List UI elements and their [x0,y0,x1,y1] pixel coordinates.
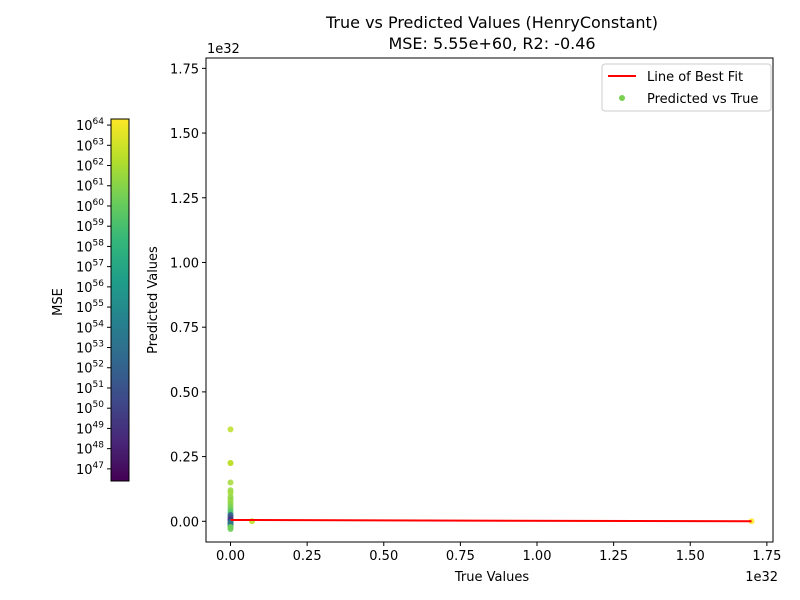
x-tick-label: 0.50 [369,549,398,564]
chart-title: True vs Predicted Values (HenryConstant) [325,13,658,32]
x-tick-label: 1.50 [676,549,705,564]
y-tick-label: 0.25 [170,451,199,466]
x-tick-label: 1.25 [599,549,628,564]
colorbar-tick-label: 1053 [76,340,104,357]
legend-point-swatch [619,95,625,101]
colorbar-tick-label: 1060 [76,198,104,215]
colorbar-fill [110,118,130,482]
scatter-point [227,479,234,486]
y-tick-label: 0.00 [170,515,199,530]
colorbar-tick-label: 1050 [76,400,104,417]
x-offset-text: 1e32 [745,570,778,585]
colorbar-tick-label: 1049 [76,420,104,437]
colorbar-tick-label: 1048 [76,441,104,458]
scatter-point [227,426,234,433]
colorbar-tick-label: 1051 [76,380,104,397]
y-tick-label: 1.75 [170,62,199,77]
y-tick-label: 1.00 [170,256,199,271]
best-fit-line [230,519,752,523]
legend-box [601,63,772,112]
chart-subtitle: MSE: 5.55e+60, R2: -0.46 [388,34,595,53]
colorbar: 1047 1048 1049 1050 1051 1052 1053 1054 1055 1056… [51,117,130,482]
x-tick-label: 0.25 [293,549,322,564]
colorbar-tick-label: 1047 [76,461,104,478]
scatter-series [227,426,755,533]
x-tick-label: 0.00 [216,549,245,564]
scatter-point [227,526,234,533]
plot-axes: 0.00 0.25 0.50 0.75 1.00 1.25 1.50 1.75 0.00 0.2… [146,42,781,585]
y-tick-label: 0.50 [170,386,199,401]
colorbar-tick-label: 1055 [76,299,104,316]
legend-point-label: Predicted vs True [647,92,758,107]
colorbar-tick-label: 1061 [76,178,104,195]
plot-frame [205,57,774,543]
x-axis-label: True Values [454,570,529,585]
x-tick-label: 1.00 [523,549,552,564]
colorbar-tick-label: 1064 [76,117,104,134]
colorbar-tick-label: 1063 [76,137,104,154]
legend: Line of Best Fit Predicted vs True [601,63,772,112]
colorbar-tick-label: 1052 [76,360,104,377]
plot-area [227,426,755,533]
colorbar-tick-label: 1057 [76,259,104,276]
colorbar-label: MSE [51,288,66,316]
y-axis-label: Predicted Values [146,246,161,354]
y-tick-label: 1.50 [170,127,199,142]
colorbar-tick-label: 1059 [76,218,104,235]
colorbar-tick-label: 1058 [76,238,104,255]
legend-line-label: Line of Best Fit [647,70,743,85]
x-axis-ticks: 0.00 0.25 0.50 0.75 1.00 1.25 1.50 1.75 [216,542,781,564]
scatter-point [227,460,234,467]
colorbar-tick-label: 1062 [76,158,104,175]
colorbar-tick-label: 1056 [76,279,104,296]
x-tick-label: 1.75 [752,549,781,564]
y-axis-ticks: 0.00 0.25 0.50 0.75 1.00 1.25 1.50 1.75 [170,62,206,530]
y-tick-label: 1.25 [170,192,199,207]
colorbar-ticks: 1047 1048 1049 1050 1051 1052 1053 1054 1055 1056… [76,117,111,478]
colorbar-tick-label: 1054 [76,319,104,336]
y-tick-label: 0.75 [170,321,199,336]
x-tick-label: 0.75 [446,549,475,564]
y-offset-text: 1e32 [207,42,240,57]
